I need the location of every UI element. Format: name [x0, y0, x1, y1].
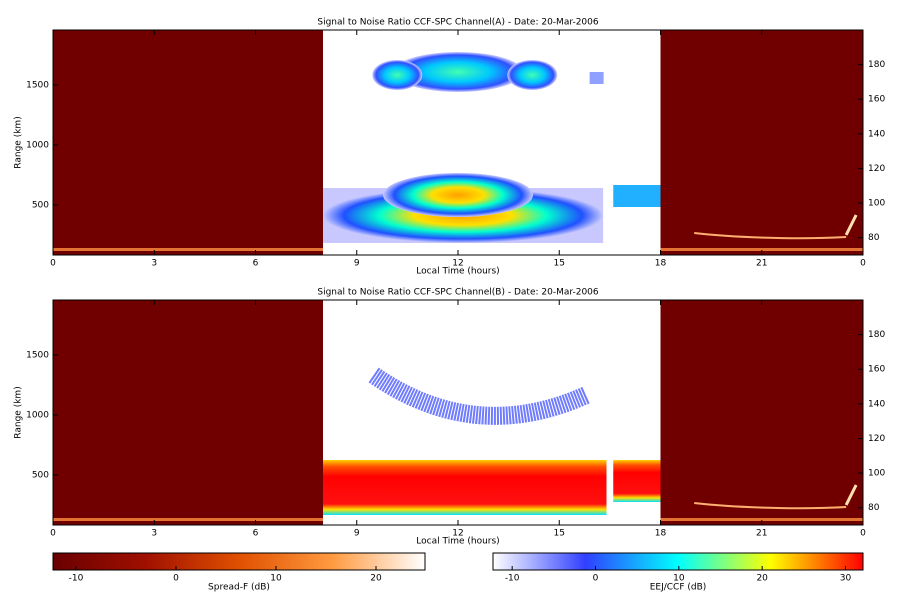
- panel-title: Signal to Noise Ratio CCF-SPC Channel(A)…: [317, 18, 599, 28]
- y2-tick-label: 160: [868, 365, 885, 375]
- x-tick-label: 3: [151, 259, 157, 269]
- echo-band: [323, 460, 607, 515]
- colorbar-tick-label: -10: [505, 574, 520, 584]
- y2-tick-label: 100: [868, 199, 885, 209]
- x-tick-label: 0: [860, 529, 866, 539]
- x-tick-label: 12: [452, 259, 463, 269]
- y-tick-label: 500: [32, 200, 49, 210]
- colorbar-tick-label: 20: [756, 574, 768, 584]
- ground-echo: [660, 248, 863, 251]
- night-region: [660, 300, 863, 525]
- x-tick-label: 21: [756, 259, 767, 269]
- y-axis-label: Range (km): [14, 116, 24, 168]
- x-tick-label: 6: [253, 529, 259, 539]
- y-tick-label: 1500: [26, 80, 49, 90]
- y-tick-label: 1000: [26, 410, 49, 420]
- trace: [694, 502, 847, 510]
- night-region: [660, 30, 863, 255]
- y2-tick-label: 100: [868, 469, 885, 479]
- colorbar-tick-label: 0: [173, 574, 179, 584]
- x-axis-label: Local Time (hours): [416, 537, 499, 547]
- x-tick-label: 18: [655, 259, 667, 269]
- y2-tick-label: 140: [868, 129, 885, 139]
- y2-tick-label: 80: [868, 503, 880, 513]
- night-region: [53, 300, 323, 525]
- x-tick-label: 0: [50, 529, 56, 539]
- x-tick-label: 9: [354, 529, 360, 539]
- x-tick-label: 21: [756, 529, 767, 539]
- x-tick-label: 9: [354, 259, 360, 269]
- y-axis-label: Range (km): [14, 386, 24, 438]
- y2-tick-label: 120: [868, 164, 885, 174]
- trace: [694, 232, 847, 240]
- colorbar-tick-label: 0: [593, 574, 599, 584]
- x-tick-label: 0: [50, 259, 56, 269]
- x-tick-label: 12: [452, 529, 463, 539]
- echo-band: [613, 185, 661, 207]
- x-tick-label: 15: [554, 529, 565, 539]
- x-tick-label: 18: [655, 529, 667, 539]
- y-tick-label: 1000: [26, 140, 49, 150]
- y-tick-label: 500: [32, 470, 49, 480]
- colorbar-tick-label: 10: [673, 574, 685, 584]
- y-tick-label: 1500: [26, 350, 49, 360]
- x-tick-label: 0: [860, 259, 866, 269]
- y2-tick-label: 180: [868, 60, 885, 70]
- x-tick-label: 6: [253, 259, 259, 269]
- y2-tick-label: 120: [868, 434, 885, 444]
- ground-echo: [53, 518, 323, 521]
- echo-top: [507, 60, 558, 90]
- ground-echo: [53, 248, 323, 251]
- colorbar: [52, 552, 426, 571]
- ground-echo: [660, 518, 863, 521]
- colorbar-tick-label: 10: [270, 574, 282, 584]
- colorbar-tick-label: 30: [840, 574, 852, 584]
- y2-tick-label: 180: [868, 330, 885, 340]
- y2-tick-label: 80: [868, 233, 880, 243]
- y2-tick-label: 140: [868, 399, 885, 409]
- panel-title: Signal to Noise Ratio CCF-SPC Channel(B)…: [317, 288, 599, 298]
- colorbar-label: Spread-F (dB): [208, 583, 270, 593]
- echo-arc: [368, 367, 590, 425]
- x-tick-label: 3: [151, 529, 157, 539]
- colorbar-tick-label: 20: [370, 574, 382, 584]
- colorbar-label: EEJ/CCF (dB): [650, 583, 707, 593]
- trace: [844, 214, 858, 236]
- colorbar-tick-label: -10: [69, 574, 84, 584]
- echo-top: [372, 60, 423, 90]
- echo-top: [589, 72, 604, 84]
- y2-tick-label: 160: [868, 95, 885, 105]
- trace: [844, 484, 858, 506]
- x-tick-label: 15: [554, 259, 565, 269]
- x-axis-label: Local Time (hours): [416, 267, 499, 277]
- echo-band: [613, 460, 661, 502]
- colorbar: [492, 552, 864, 571]
- echo-core: [383, 173, 533, 217]
- night-region: [53, 30, 323, 255]
- echo-top: [393, 52, 523, 92]
